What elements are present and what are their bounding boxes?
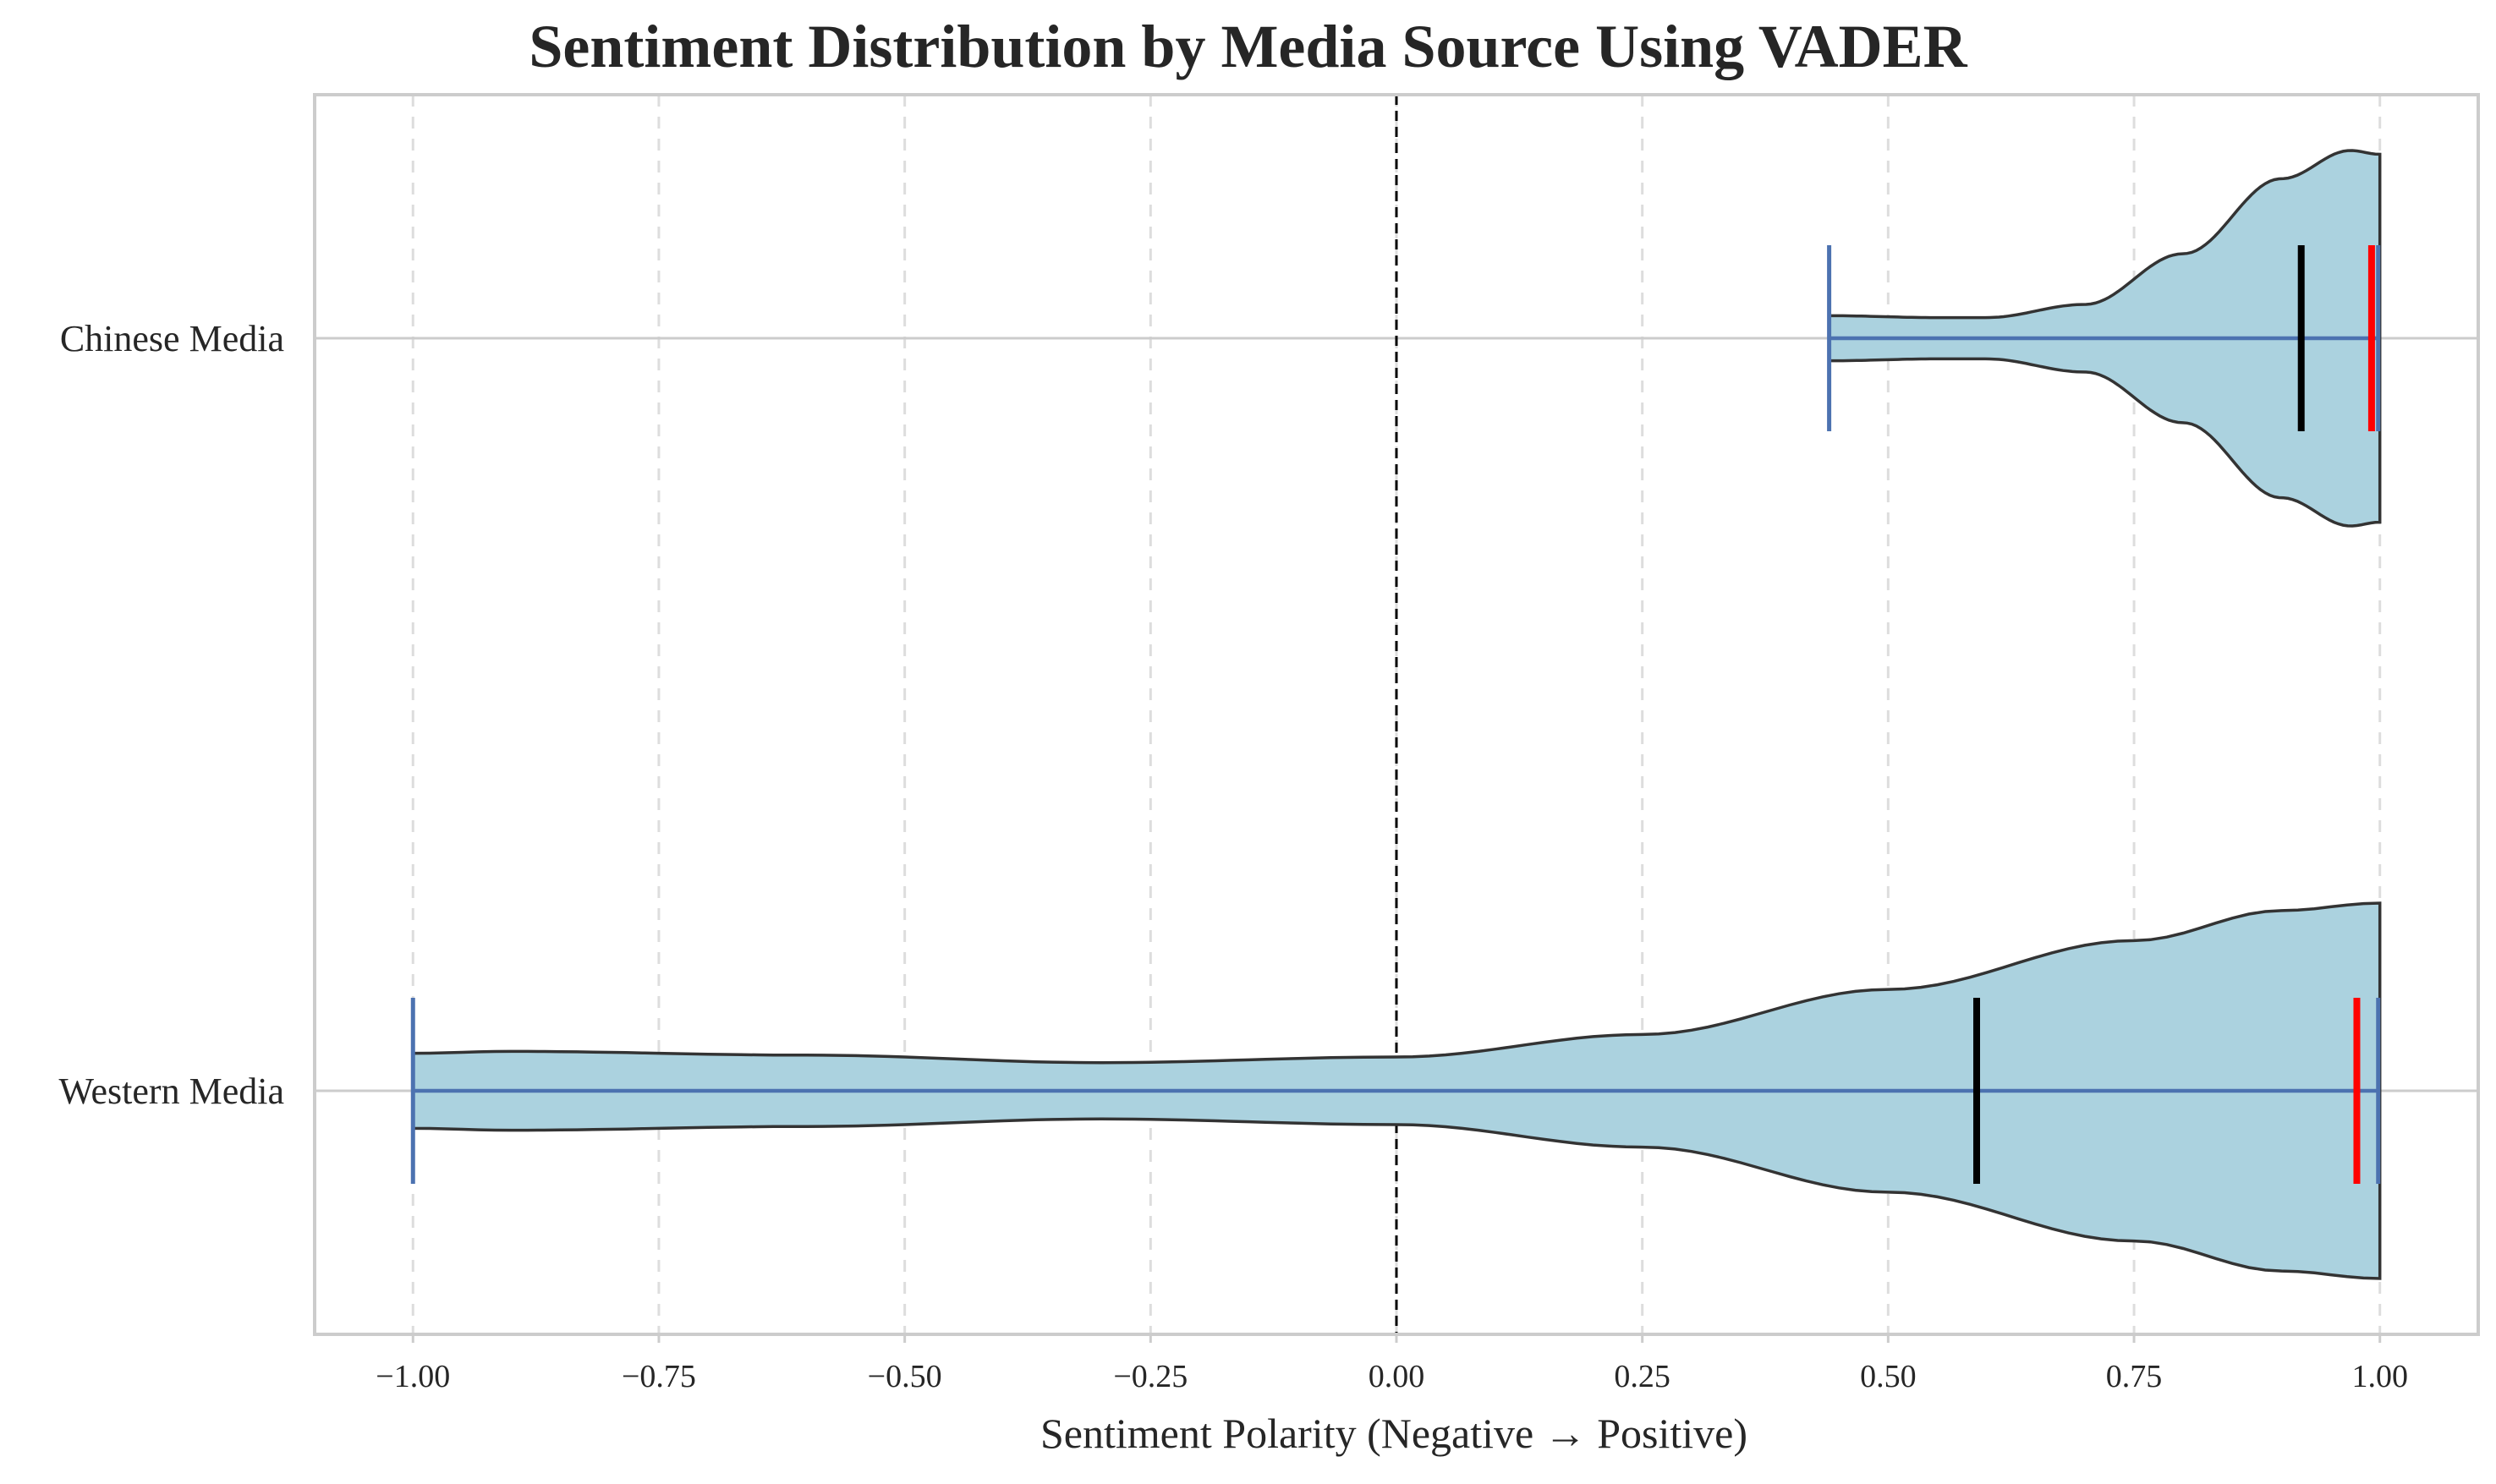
marker-layer xyxy=(410,245,2381,1184)
y-tick-label: Western Media xyxy=(59,1071,284,1112)
x-tick-label: −0.75 xyxy=(622,1359,696,1394)
x-tick-label: 0.00 xyxy=(1369,1359,1425,1394)
x-tick-label: 0.75 xyxy=(2106,1359,2163,1394)
x-tick-label: −0.25 xyxy=(1113,1359,1188,1394)
x-tick-label: 1.00 xyxy=(2351,1359,2408,1394)
x-axis-label: Sentiment Polarity (Negative → Positive) xyxy=(1040,1410,1747,1457)
x-tick-label: −0.50 xyxy=(868,1359,942,1394)
x-tick-label: 0.50 xyxy=(1860,1359,1917,1394)
chart-title: Sentiment Distribution by Media Source U… xyxy=(529,13,1967,80)
axis-layer: Chinese Media Western Media −1.00 −0.75 −0.5… xyxy=(59,93,2480,1394)
x-tick-label: 0.25 xyxy=(1614,1359,1670,1394)
x-tick-label: −1.00 xyxy=(376,1359,450,1394)
y-tick-label: Chinese Media xyxy=(60,318,284,359)
